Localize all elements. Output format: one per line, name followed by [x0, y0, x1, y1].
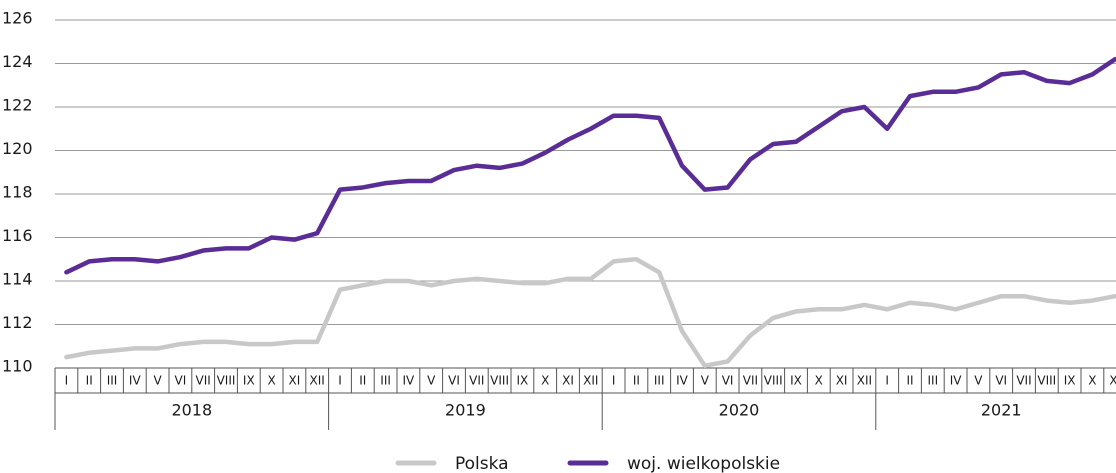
y-tick-label: 126 [2, 9, 33, 28]
x-tick-label: X [1088, 374, 1096, 388]
year-label: 2018 [171, 401, 212, 420]
x-tick-label: IX [790, 374, 802, 388]
x-tick-label: III [107, 374, 118, 388]
x-tick-label: III [654, 374, 665, 388]
x-tick-label: IV [403, 374, 416, 388]
x-tick-label: VI [175, 374, 187, 388]
y-tick-label: 112 [2, 313, 33, 332]
x-tick-label: VIII [1037, 374, 1056, 388]
x-tick-label: V [701, 374, 710, 388]
x-tick-label: X [815, 374, 823, 388]
x-tick-label: VII [1016, 374, 1031, 388]
year-label: 2021 [981, 401, 1022, 420]
x-tick-label: IV [676, 374, 689, 388]
x-tick-label: XII [310, 374, 325, 388]
x-tick-label: XII [583, 374, 598, 388]
x-tick-label: I [65, 374, 69, 388]
x-tick-label: III [927, 374, 938, 388]
x-tick-label: VI [995, 374, 1007, 388]
x-tick-label: XI [1109, 374, 1116, 388]
x-tick-label: VII [743, 374, 758, 388]
x-tick-label: VII [469, 374, 484, 388]
x-tick-label: X [541, 374, 549, 388]
x-tick-label: IV [129, 374, 142, 388]
x-tick-label: II [906, 374, 913, 388]
x-tick-label: IX [517, 374, 529, 388]
x-tick-label: VI [722, 374, 734, 388]
y-tick-label: 114 [2, 270, 33, 289]
legend-label: woj. wielkopolskie [627, 454, 780, 473]
year-label: 2020 [719, 401, 760, 420]
y-tick-label: 120 [2, 139, 33, 158]
legend-label: Polska [455, 454, 509, 473]
x-tick-label: XI [289, 374, 301, 388]
x-tick-label: IX [243, 374, 255, 388]
x-tick-label: VI [448, 374, 460, 388]
series-line [64, 257, 1116, 369]
x-tick-label: III [380, 374, 391, 388]
x-tick-label: II [86, 374, 93, 388]
x-tick-label: I [612, 374, 616, 388]
x-tick-label: VIII [490, 374, 509, 388]
x-tick-label: XI [562, 374, 574, 388]
y-tick-label: 124 [2, 52, 33, 71]
x-tick-label: V [974, 374, 983, 388]
x-tick-label: XII [857, 374, 872, 388]
year-label: 2019 [445, 401, 486, 420]
series-line [64, 56, 1116, 275]
x-tick-label: V [153, 374, 162, 388]
x-tick-label: IX [1064, 374, 1076, 388]
x-tick-label: V [427, 374, 436, 388]
x-tick-label: I [338, 374, 342, 388]
x-tick-label: II [359, 374, 366, 388]
y-tick-label: 116 [2, 226, 33, 245]
x-tick-label: IV [950, 374, 963, 388]
x-tick-label: VIII [764, 374, 783, 388]
x-tick-label: I [885, 374, 889, 388]
x-tick-label: II [633, 374, 640, 388]
y-tick-label: 110 [2, 357, 33, 376]
x-tick-label: VIII [217, 374, 236, 388]
x-tick-label: X [267, 374, 275, 388]
y-tick-label: 118 [2, 183, 33, 202]
x-tick-label: VII [196, 374, 211, 388]
x-tick-label: XI [836, 374, 848, 388]
y-tick-label: 122 [2, 96, 33, 115]
